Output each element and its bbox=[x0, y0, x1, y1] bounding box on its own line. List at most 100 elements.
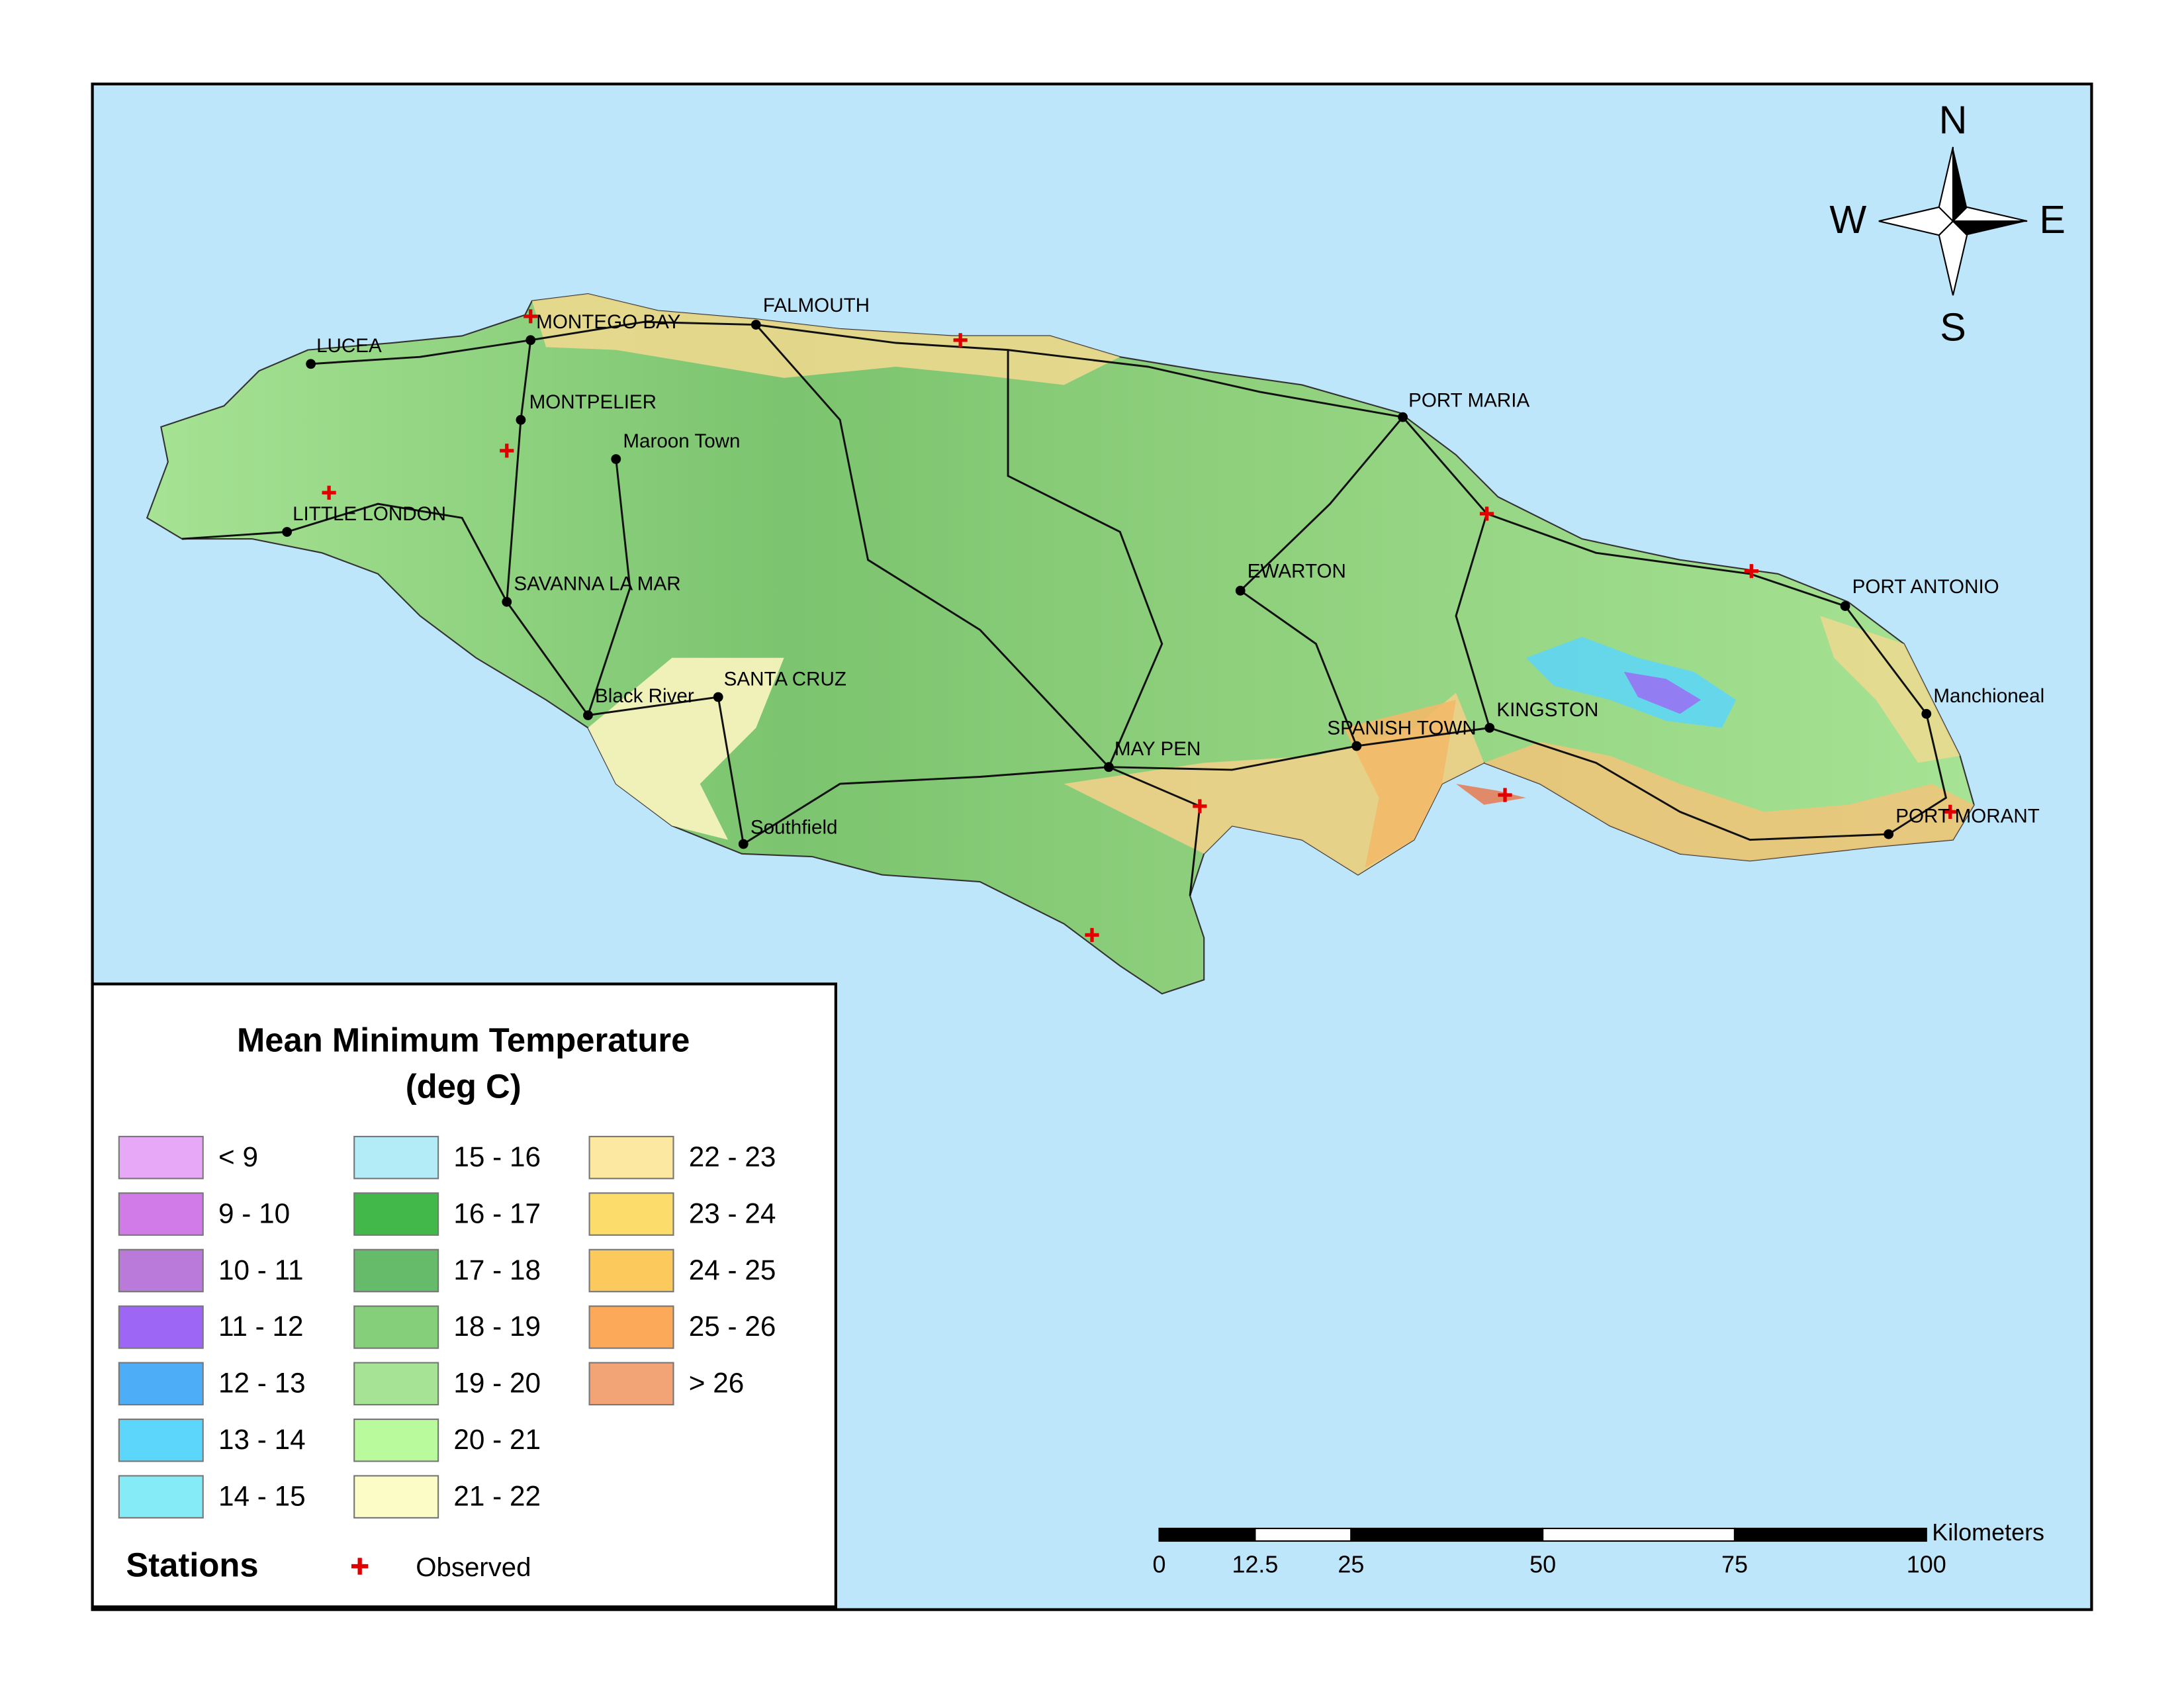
place-label: SPANISH TOWN bbox=[1327, 717, 1476, 739]
scale-unit: Kilometers bbox=[1932, 1519, 2044, 1546]
station-marker bbox=[1085, 927, 1099, 943]
legend-label: 22 - 23 bbox=[689, 1141, 776, 1172]
legend-title: Mean Minimum Temperature bbox=[237, 1021, 690, 1059]
legend-label: 18 - 19 bbox=[453, 1311, 541, 1342]
place-label: PORT MORANT bbox=[1895, 806, 2040, 827]
place-dot bbox=[713, 692, 723, 702]
stations-symbol bbox=[351, 1558, 369, 1575]
place-label: FALMOUTH bbox=[763, 295, 870, 316]
scale-segment bbox=[1350, 1527, 1544, 1542]
place-label: SAVANNA LA MAR bbox=[514, 573, 680, 595]
place-label: MONTEGO BAY bbox=[536, 311, 680, 333]
place-dot bbox=[1921, 708, 1932, 719]
palisadoes bbox=[1456, 784, 1526, 805]
stations-title: Stations bbox=[126, 1546, 258, 1584]
place-dot bbox=[1351, 741, 1362, 751]
scale-tick-label: 50 bbox=[1529, 1551, 1556, 1578]
island bbox=[146, 293, 1975, 995]
compass: N S W E bbox=[1829, 98, 2066, 350]
legend-label: 20 - 21 bbox=[453, 1424, 541, 1455]
legend: Mean Minimum Temperature (deg C) Station… bbox=[91, 982, 837, 1609]
legend-label: 16 - 17 bbox=[453, 1197, 541, 1229]
legend-label: 15 - 16 bbox=[453, 1141, 541, 1172]
scale-tick-label: 25 bbox=[1338, 1551, 1364, 1578]
place-dot bbox=[282, 527, 293, 537]
legend-label: 25 - 26 bbox=[689, 1311, 776, 1342]
scale-segment bbox=[1158, 1527, 1256, 1542]
place-dot bbox=[751, 320, 761, 330]
place-dot bbox=[502, 596, 512, 607]
compass-east: E bbox=[2039, 197, 2066, 242]
legend-label: 24 - 25 bbox=[689, 1254, 776, 1286]
legend-swatch bbox=[588, 1305, 674, 1349]
place-label: Black River bbox=[595, 685, 694, 707]
legend-label: 21 - 22 bbox=[453, 1480, 541, 1511]
station-marker bbox=[523, 309, 538, 324]
legend-swatch bbox=[353, 1362, 439, 1406]
place-label: PORT ANTONIO bbox=[1852, 576, 1999, 598]
legend-box bbox=[91, 982, 837, 1609]
legend-swatch bbox=[353, 1475, 439, 1519]
station-marker bbox=[953, 333, 968, 348]
scale-tick-label: 75 bbox=[1721, 1551, 1748, 1578]
place-dot bbox=[1484, 723, 1495, 733]
scale-segment bbox=[1542, 1527, 1736, 1542]
compass-south: S bbox=[1940, 305, 1966, 350]
legend-label: 14 - 15 bbox=[218, 1480, 306, 1511]
legend-swatch bbox=[118, 1418, 204, 1462]
place-label: Manchioneal bbox=[1933, 685, 2044, 707]
legend-swatch bbox=[353, 1192, 439, 1236]
legend-swatch bbox=[353, 1305, 439, 1349]
coastal-warm-zone bbox=[531, 294, 1120, 385]
station-marker bbox=[1744, 564, 1758, 579]
scale-tick-label: 12.5 bbox=[1232, 1551, 1278, 1578]
coastal-warm-zone bbox=[588, 657, 784, 840]
legend-label: < 9 bbox=[218, 1141, 258, 1172]
place-label: SANTA CRUZ bbox=[724, 668, 846, 690]
legend-label: 10 - 11 bbox=[218, 1254, 304, 1286]
place-label: PORT MARIA bbox=[1408, 390, 1529, 412]
station-marker bbox=[1193, 799, 1207, 814]
legend-swatch bbox=[118, 1362, 204, 1406]
legend-swatch bbox=[118, 1475, 204, 1519]
place-dot bbox=[516, 414, 526, 425]
legend-swatch bbox=[118, 1135, 204, 1180]
station-marker bbox=[1498, 788, 1512, 802]
legend-label: 9 - 10 bbox=[218, 1197, 290, 1229]
place-dot bbox=[1840, 601, 1850, 611]
compass-west: W bbox=[1829, 197, 1866, 242]
legend-swatch bbox=[118, 1192, 204, 1236]
legend-swatch bbox=[118, 1305, 204, 1349]
station-marker bbox=[1479, 506, 1494, 521]
legend-title: (deg C) bbox=[406, 1067, 522, 1105]
place-label: MONTPELIER bbox=[529, 391, 657, 413]
place-dot bbox=[1884, 829, 1894, 839]
place-dot bbox=[583, 710, 593, 720]
legend-label: 12 - 13 bbox=[218, 1368, 306, 1399]
compass-north: N bbox=[1939, 98, 1968, 142]
legend-label: 13 - 14 bbox=[218, 1424, 306, 1455]
legend-swatch bbox=[353, 1135, 439, 1180]
coastal-warm-zone bbox=[1820, 616, 1960, 763]
place-label: Maroon Town bbox=[623, 430, 740, 452]
legend-label: 17 - 18 bbox=[453, 1254, 541, 1286]
place-labels: MONTEGO BAY FALMOUTH LUCEA MONTPELIER Maroon… bbox=[282, 295, 2044, 849]
place-label: LUCEA bbox=[316, 335, 382, 357]
stations-label: Observed bbox=[416, 1552, 531, 1582]
place-dot bbox=[611, 454, 621, 464]
mountain-cold-zone bbox=[1623, 671, 1702, 714]
place-dot bbox=[1235, 585, 1246, 596]
legend-swatch bbox=[588, 1248, 674, 1293]
place-label: Southfield bbox=[751, 817, 838, 839]
station-marker bbox=[500, 444, 514, 458]
place-dot bbox=[1103, 762, 1114, 773]
coastal-warm-zone bbox=[1484, 741, 1974, 861]
place-label: LITTLE LONDON bbox=[293, 503, 446, 525]
scale-segment bbox=[1733, 1527, 1927, 1542]
station-markers bbox=[322, 309, 1958, 943]
place-dot bbox=[525, 335, 536, 346]
legend-swatch bbox=[353, 1418, 439, 1462]
station-marker bbox=[1943, 804, 1958, 819]
place-label: KINGSTON bbox=[1496, 699, 1598, 721]
